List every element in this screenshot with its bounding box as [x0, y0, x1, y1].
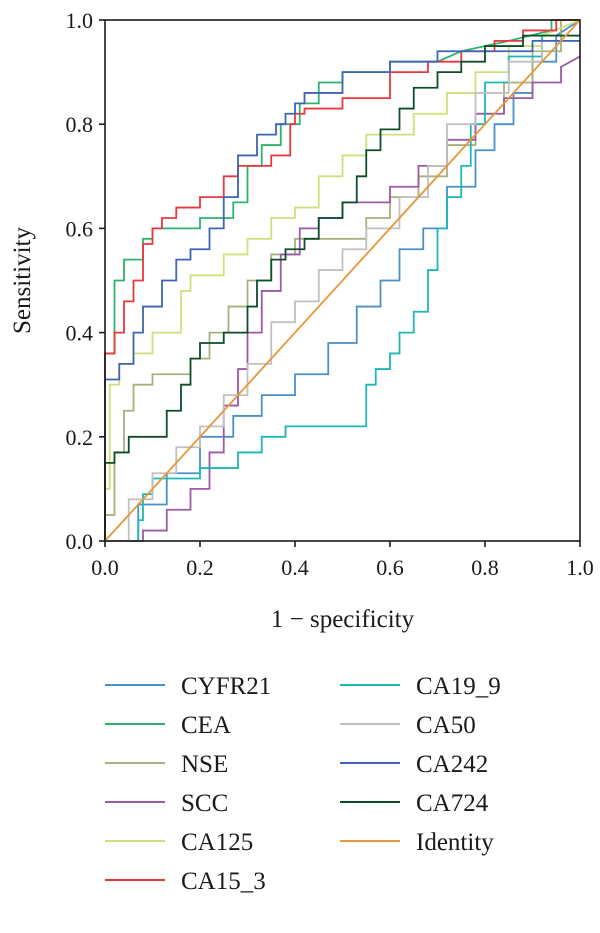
legend-item-nse: NSE [105, 751, 228, 778]
series-line-scc [105, 55, 581, 542]
series-line-ca724 [104, 34, 580, 541]
series-line-identity [104, 19, 581, 542]
x-axis: 0.0 0.2 0.4 0.6 0.8 1.0 [91, 541, 594, 580]
legend-label: CA242 [416, 751, 488, 778]
legend-item-cyfr21: CYFR21 [105, 673, 271, 700]
x-axis-title: 1 − specificity [271, 606, 415, 633]
legend-label: CA724 [416, 790, 489, 817]
legend-item-ca19-9: CA19_9 [340, 673, 501, 700]
x-tick-label: 0.6 [376, 555, 404, 580]
legend-label: CA15_3 [181, 868, 266, 895]
series-line-ca50 [105, 39, 580, 542]
x-tick-label: 0.4 [281, 555, 309, 580]
legend-label: CA19_9 [416, 673, 501, 700]
y-axis: 0.0 0.2 0.4 0.6 0.8 1.0 [66, 8, 105, 554]
y-tick-label: 0.2 [66, 425, 94, 450]
legend-item-ca242: CA242 [340, 751, 488, 778]
legend-label: CA125 [181, 829, 253, 856]
legend: CYFR21 CEA NSE SCC CA125 CA15_3 CA19_9 CA50 CA24… [105, 673, 501, 895]
plot-frame [104, 19, 581, 542]
legend-label: NSE [181, 751, 228, 778]
legend-label: CA50 [416, 712, 476, 739]
x-tick-label: 0.8 [471, 555, 499, 580]
x-tick-label: 0.2 [186, 555, 214, 580]
legend-label: CEA [181, 712, 231, 739]
y-tick-label: 0.6 [66, 216, 94, 241]
legend-item-cea: CEA [105, 712, 231, 739]
legend-item-identity: Identity [340, 829, 494, 856]
legend-item-ca125: CA125 [105, 829, 253, 856]
legend-label: SCC [181, 790, 228, 817]
legend-label: Identity [416, 829, 494, 856]
y-tick-label: 0.8 [66, 112, 94, 137]
x-tick-label: 1.0 [566, 555, 594, 580]
y-axis-title: Sensitivity [9, 227, 36, 334]
legend-item-ca15-3: CA15_3 [105, 868, 266, 895]
y-tick-label: 0.0 [66, 529, 94, 554]
legend-item-scc: SCC [105, 790, 228, 817]
series-line-ca15-3 [104, 19, 580, 541]
x-tick-label: 0.0 [91, 555, 119, 580]
plot-area [104, 19, 581, 542]
y-tick-label: 1.0 [66, 8, 94, 33]
legend-item-ca724: CA724 [340, 790, 489, 817]
legend-item-ca50: CA50 [340, 712, 476, 739]
y-tick-label: 0.4 [66, 321, 94, 346]
series-line-ca242 [104, 39, 580, 541]
legend-label: CYFR21 [181, 673, 271, 700]
